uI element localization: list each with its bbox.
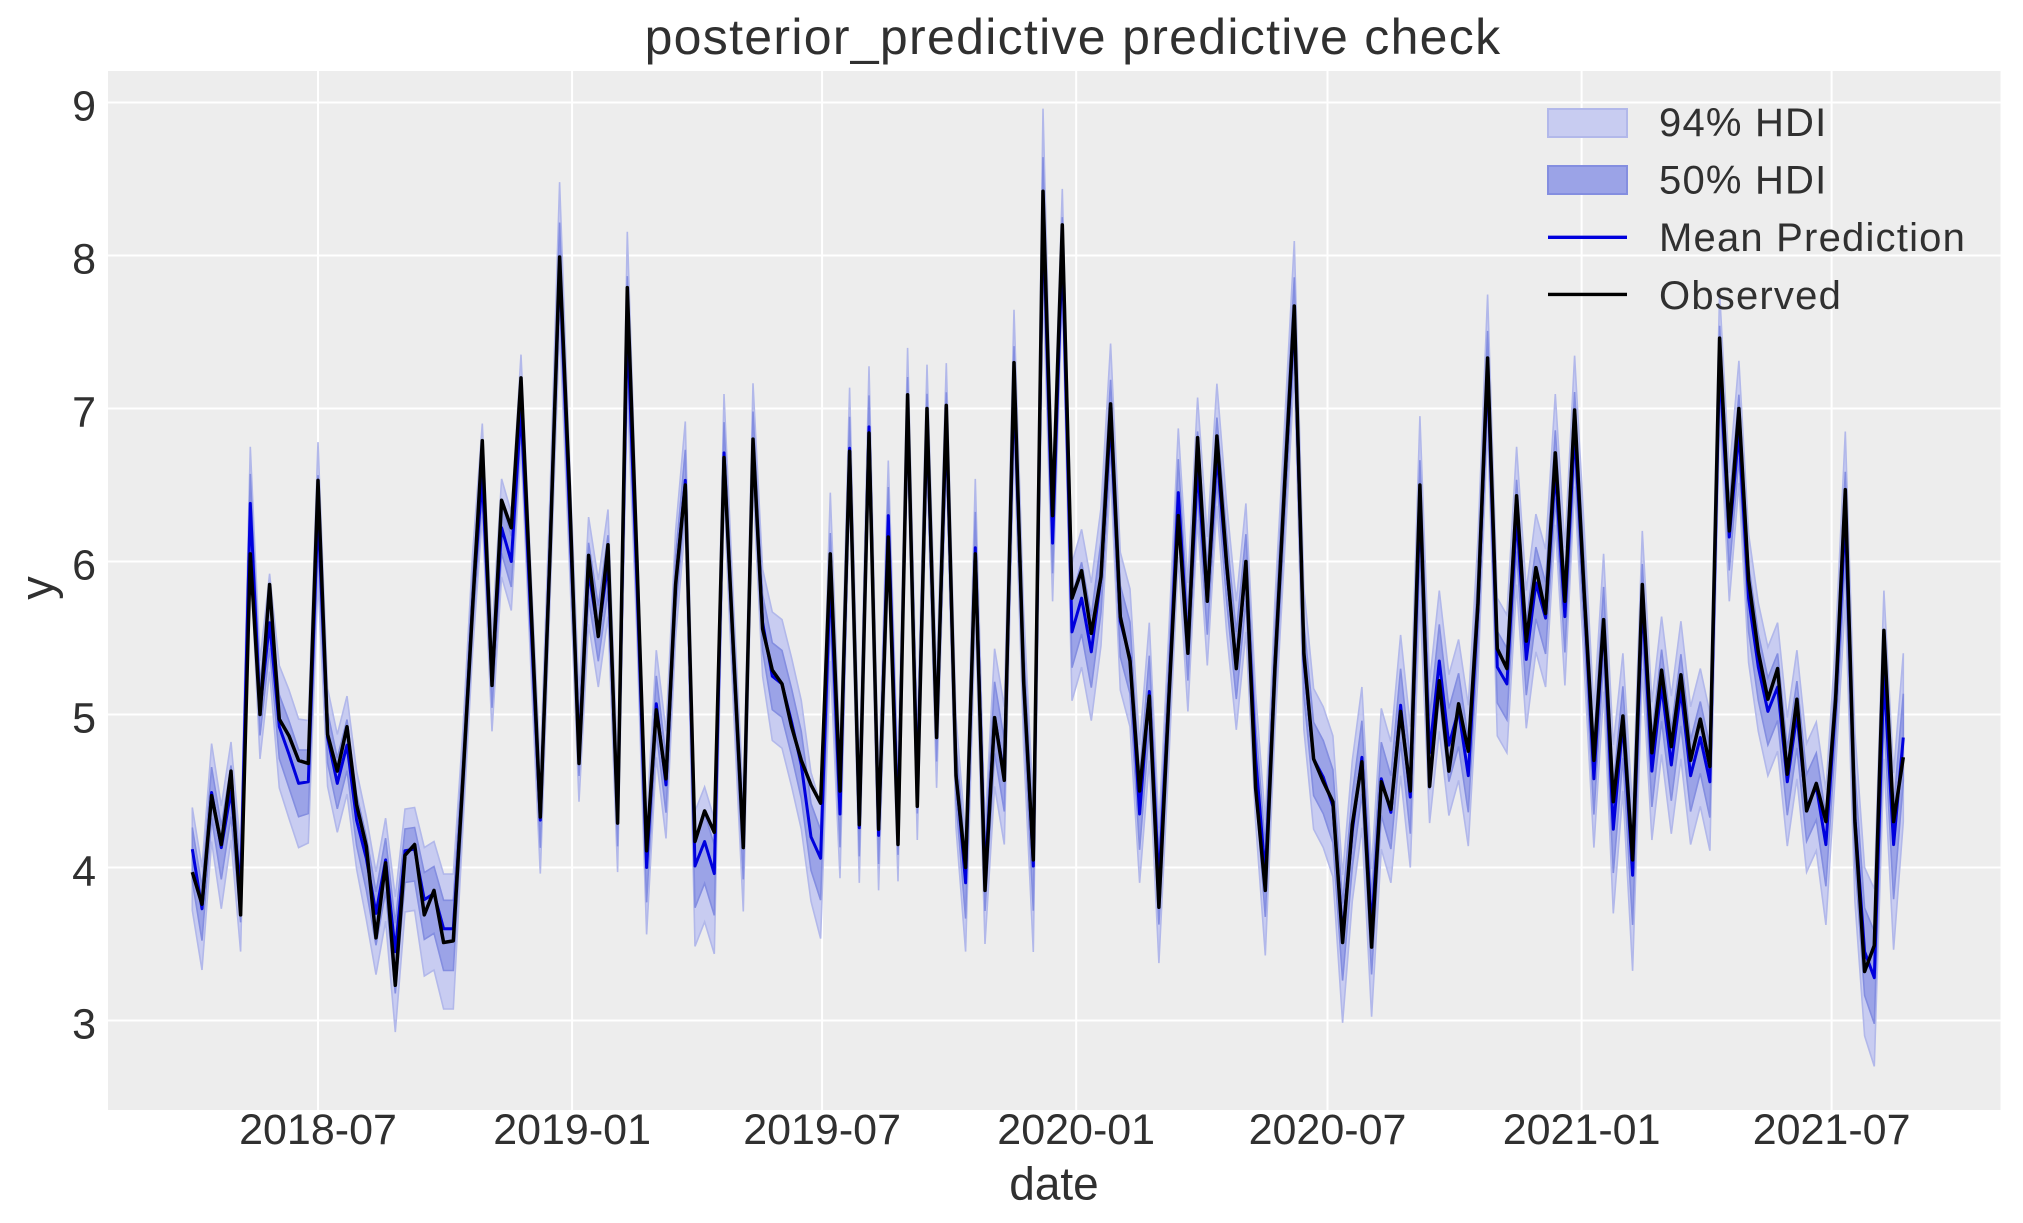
svg-text:8: 8 [72,236,96,284]
svg-text:date: date [1009,1158,1099,1210]
svg-text:5: 5 [72,695,96,743]
svg-text:50% HDI: 50% HDI [1659,159,1827,203]
svg-text:3: 3 [72,1001,96,1049]
svg-text:2021-01: 2021-01 [1503,1106,1661,1154]
svg-text:94% HDI: 94% HDI [1659,101,1827,145]
svg-text:7: 7 [72,389,96,437]
svg-text:2020-07: 2020-07 [1249,1106,1407,1154]
svg-text:2019-01: 2019-01 [493,1106,651,1154]
svg-text:6: 6 [72,542,96,590]
svg-text:2020-01: 2020-01 [997,1106,1155,1154]
svg-text:Observed: Observed [1659,274,1842,318]
svg-text:4: 4 [72,848,96,896]
svg-text:y: y [10,576,63,600]
svg-text:Mean Prediction: Mean Prediction [1659,216,1966,260]
svg-text:2021-07: 2021-07 [1753,1106,1911,1154]
svg-text:9: 9 [72,83,96,131]
svg-text:2018-07: 2018-07 [239,1106,397,1154]
svg-text:2019-07: 2019-07 [743,1106,901,1154]
svg-text:posterior_predictive predictiv: posterior_predictive predictive check [645,9,1502,65]
